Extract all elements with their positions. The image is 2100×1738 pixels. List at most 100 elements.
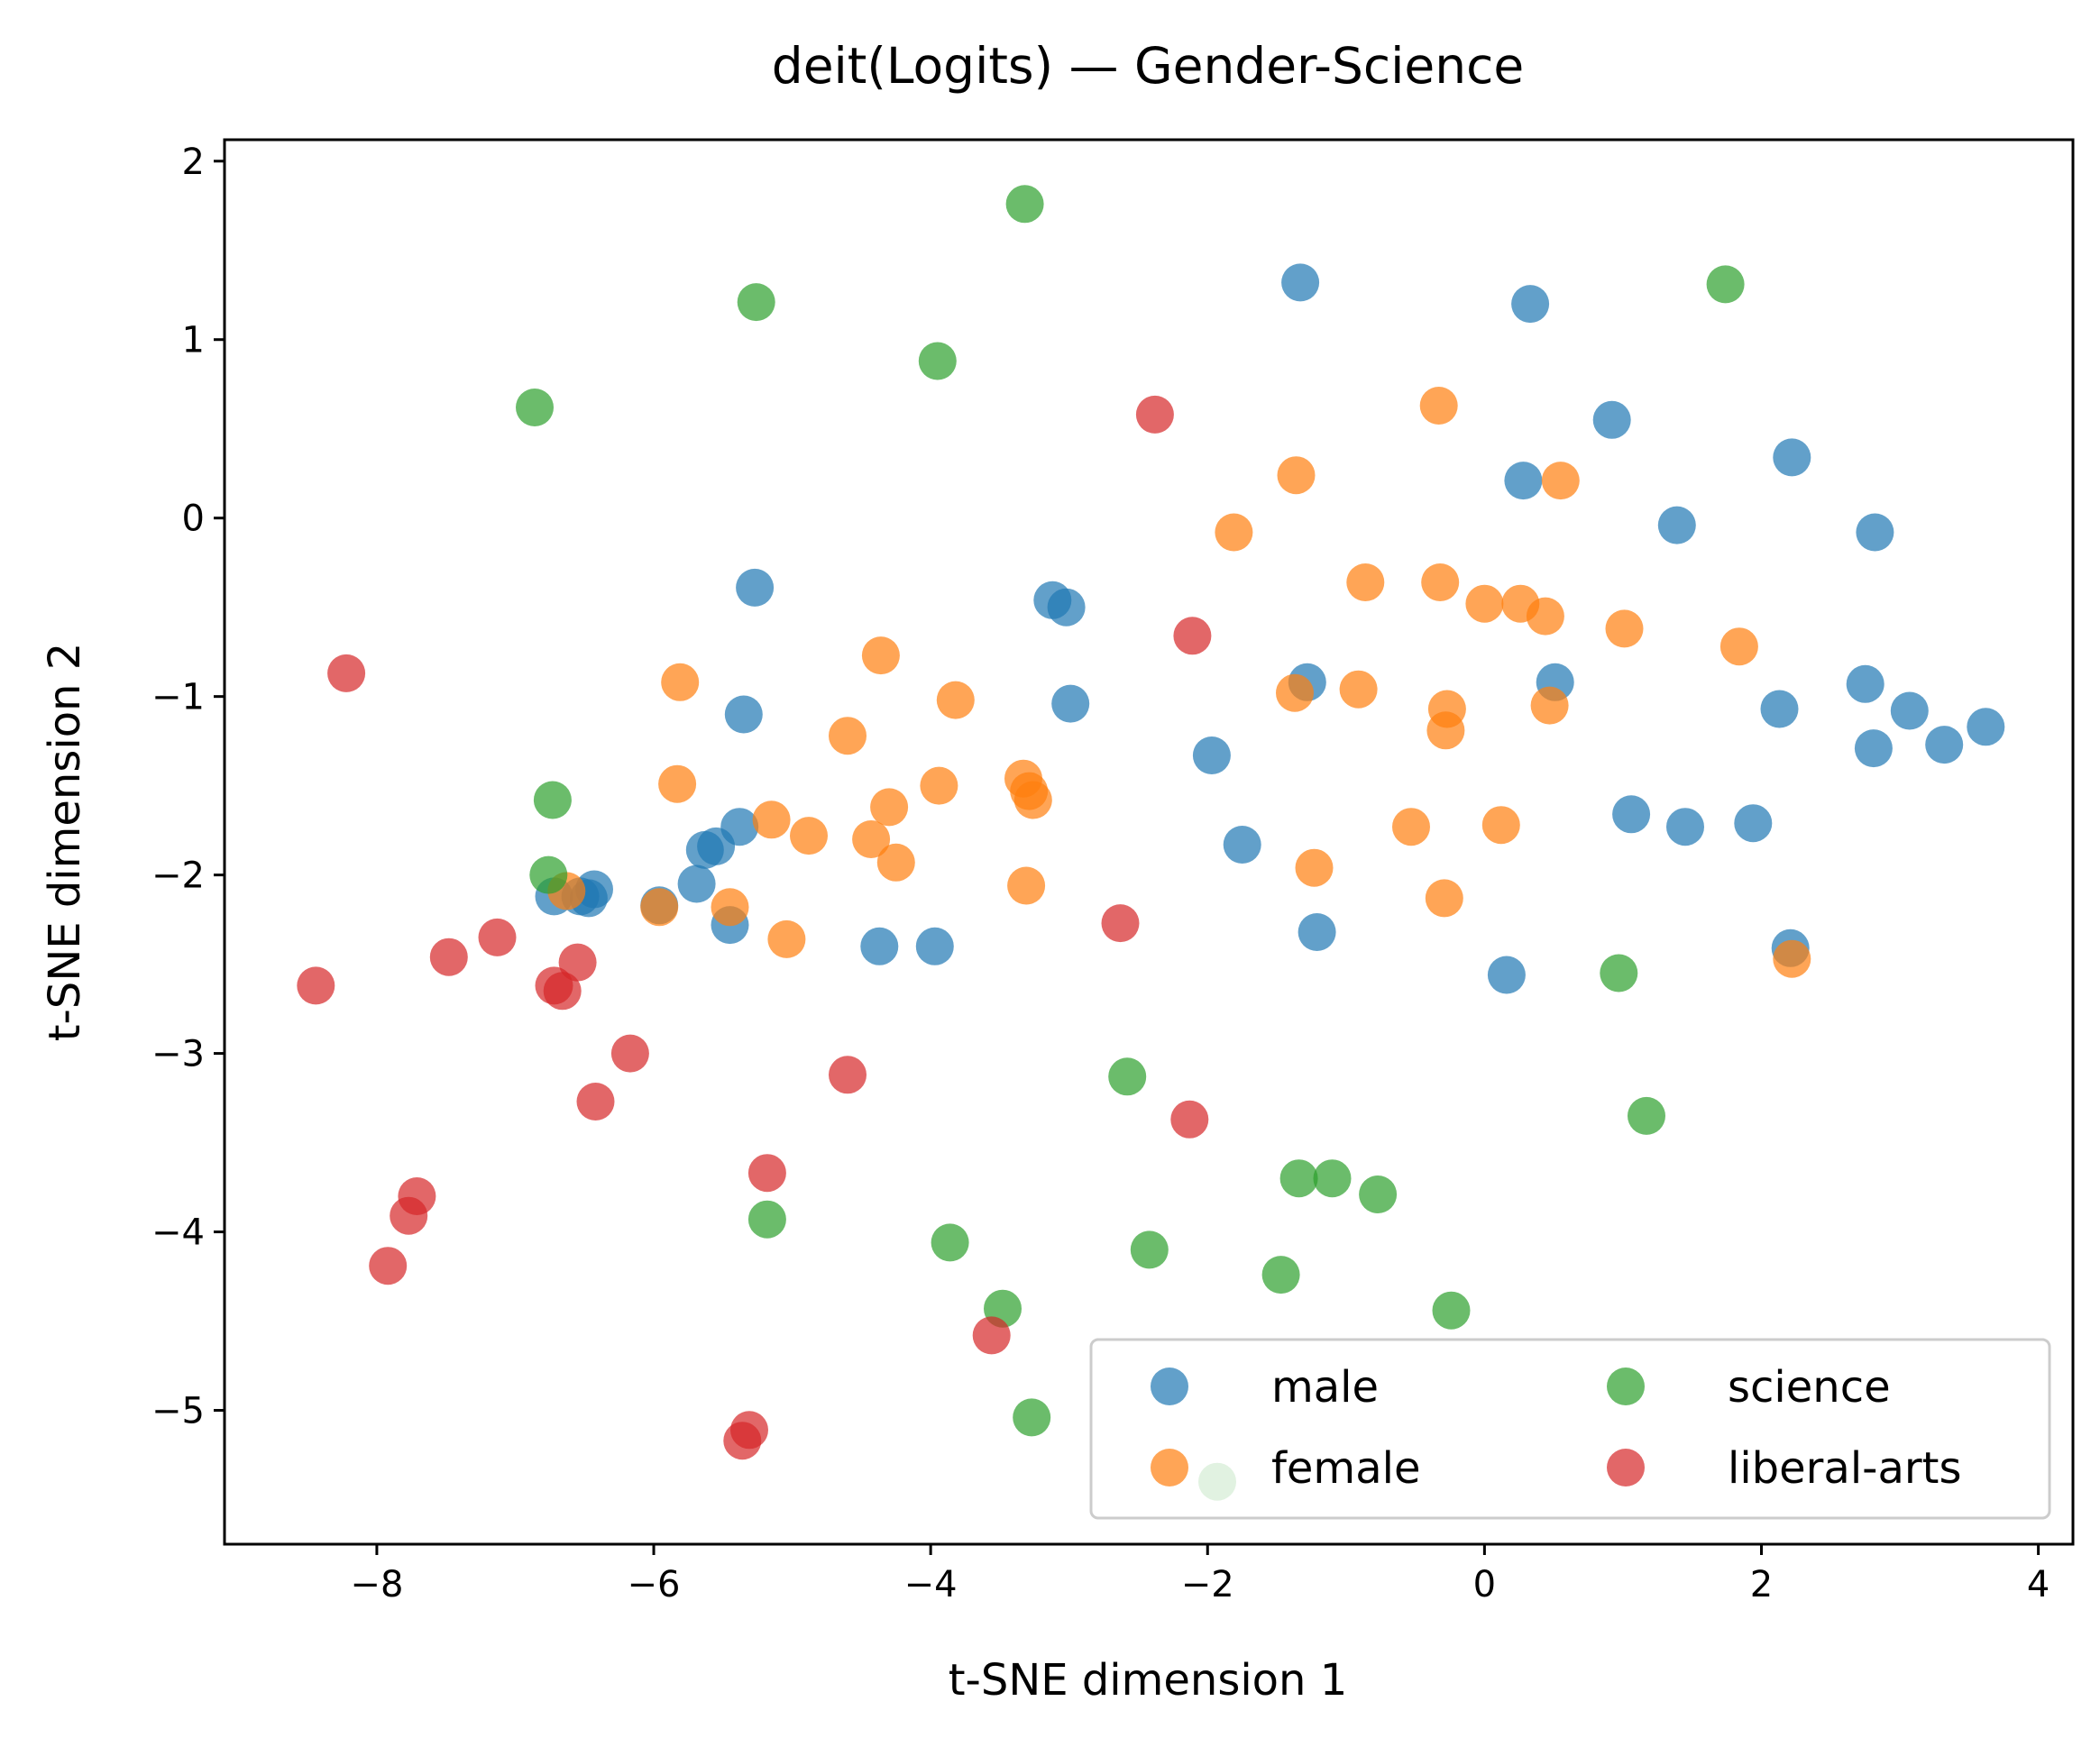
- x-axis-label: t-SNE dimension 1: [949, 1655, 1348, 1706]
- point-male-16: [1890, 691, 1929, 730]
- legend-marker-male: [1151, 1368, 1188, 1405]
- point-female-28: [852, 820, 891, 858]
- point-female-21: [920, 766, 958, 805]
- point-male-5: [1657, 506, 1696, 544]
- point-female-26: [752, 800, 791, 839]
- x-tick-label: −2: [1181, 1564, 1234, 1605]
- point-female-31: [1481, 806, 1520, 845]
- point-female-15: [1276, 673, 1314, 712]
- y-tick-label: −5: [151, 1391, 205, 1432]
- point-female-10: [1719, 627, 1758, 666]
- points-layer: [297, 185, 2005, 1501]
- point-female-18: [1426, 711, 1465, 750]
- point-liberal-arts-9: [1101, 904, 1140, 943]
- point-female-19: [829, 717, 867, 755]
- point-female-11: [861, 636, 900, 675]
- point-female-33: [1007, 866, 1046, 905]
- point-male-6: [1856, 513, 1894, 552]
- y-tick-label: 1: [182, 320, 205, 361]
- point-male-18: [1967, 708, 2005, 746]
- point-science-9: [1628, 1096, 1665, 1135]
- point-science-16: [1261, 1256, 1300, 1294]
- legend-label-science: science: [1728, 1362, 1891, 1413]
- point-science-7: [1600, 954, 1638, 992]
- x-tick-label: −6: [628, 1564, 681, 1605]
- point-female-14: [1339, 670, 1378, 709]
- point-science-12: [1359, 1175, 1398, 1213]
- point-female-17: [1530, 686, 1569, 725]
- y-tick-label: −2: [151, 855, 205, 897]
- x-axis-ticks: −8 −6 −4 −2 0 2 4: [350, 1544, 2050, 1605]
- point-male-37: [1298, 913, 1336, 951]
- point-liberal-arts-17: [369, 1247, 408, 1285]
- point-liberal-arts-1: [327, 654, 366, 692]
- point-science-5: [533, 781, 572, 819]
- point-male-23: [1734, 804, 1773, 843]
- point-female-13: [936, 681, 975, 719]
- legend-label-male: male: [1271, 1362, 1379, 1413]
- point-female-34: [1425, 879, 1463, 918]
- point-male-12: [1051, 684, 1090, 723]
- point-male-14: [1760, 690, 1799, 728]
- point-female-29: [876, 843, 915, 882]
- point-liberal-arts-14: [747, 1154, 786, 1193]
- point-male-21: [1612, 795, 1651, 834]
- point-female-24: [1013, 781, 1052, 819]
- point-liberal-arts-11: [829, 1056, 867, 1094]
- point-science-3: [918, 342, 957, 380]
- legend-marker-liberal-arts: [1607, 1449, 1645, 1486]
- y-tick-label: −3: [151, 1034, 205, 1075]
- point-male-0: [1281, 263, 1320, 302]
- point-female-3: [1215, 513, 1253, 552]
- point-liberal-arts-2: [1173, 617, 1212, 655]
- point-science-19: [1013, 1398, 1051, 1437]
- point-female-8: [1526, 597, 1564, 636]
- legend-frame: [1089, 1338, 2051, 1520]
- point-male-15: [1846, 664, 1884, 703]
- point-female-36: [711, 888, 749, 927]
- point-male-20: [1192, 736, 1231, 774]
- point-male-17: [1925, 726, 1964, 764]
- point-male-38: [1487, 956, 1526, 994]
- point-male-2: [1592, 400, 1631, 439]
- point-liberal-arts-12: [576, 1083, 615, 1121]
- legend: male female science liberal-arts: [1089, 1338, 2051, 1520]
- point-liberal-arts-0: [1135, 395, 1174, 434]
- point-female-30: [1392, 808, 1430, 846]
- point-male-19: [1854, 729, 1893, 768]
- point-male-35: [860, 927, 899, 965]
- point-liberal-arts-16: [390, 1196, 428, 1235]
- point-female-25: [870, 788, 909, 827]
- point-liberal-arts-4: [429, 938, 468, 976]
- point-liberal-arts-5: [558, 943, 597, 982]
- point-male-22: [1666, 808, 1704, 846]
- legend-marker-female: [1151, 1449, 1188, 1486]
- y-tick-label: 0: [182, 499, 205, 540]
- point-female-2: [1541, 462, 1580, 500]
- y-tick-label: 2: [182, 142, 205, 183]
- point-male-13: [724, 695, 763, 734]
- x-tick-label: −4: [904, 1564, 958, 1605]
- point-science-17: [1432, 1291, 1471, 1330]
- point-liberal-arts-20: [723, 1422, 762, 1460]
- point-science-10: [1279, 1159, 1318, 1198]
- point-male-7: [736, 568, 775, 607]
- y-tick-label: −1: [151, 677, 205, 718]
- point-liberal-arts-3: [478, 918, 517, 956]
- legend-marker-science: [1607, 1368, 1645, 1405]
- point-liberal-arts-7: [543, 972, 582, 1011]
- point-science-14: [931, 1223, 969, 1262]
- point-male-26: [685, 830, 724, 869]
- y-tick-label: −4: [151, 1212, 205, 1254]
- point-male-27: [1223, 826, 1261, 864]
- point-liberal-arts-13: [1170, 1100, 1209, 1139]
- point-female-35: [640, 888, 679, 927]
- point-science-8: [1108, 1057, 1147, 1096]
- point-male-36: [915, 927, 954, 965]
- point-female-39: [1773, 939, 1811, 978]
- y-axis-label: t-SNE dimension 2: [40, 643, 90, 1042]
- point-science-13: [747, 1200, 786, 1239]
- point-female-9: [1605, 609, 1644, 648]
- point-female-6: [1465, 584, 1504, 623]
